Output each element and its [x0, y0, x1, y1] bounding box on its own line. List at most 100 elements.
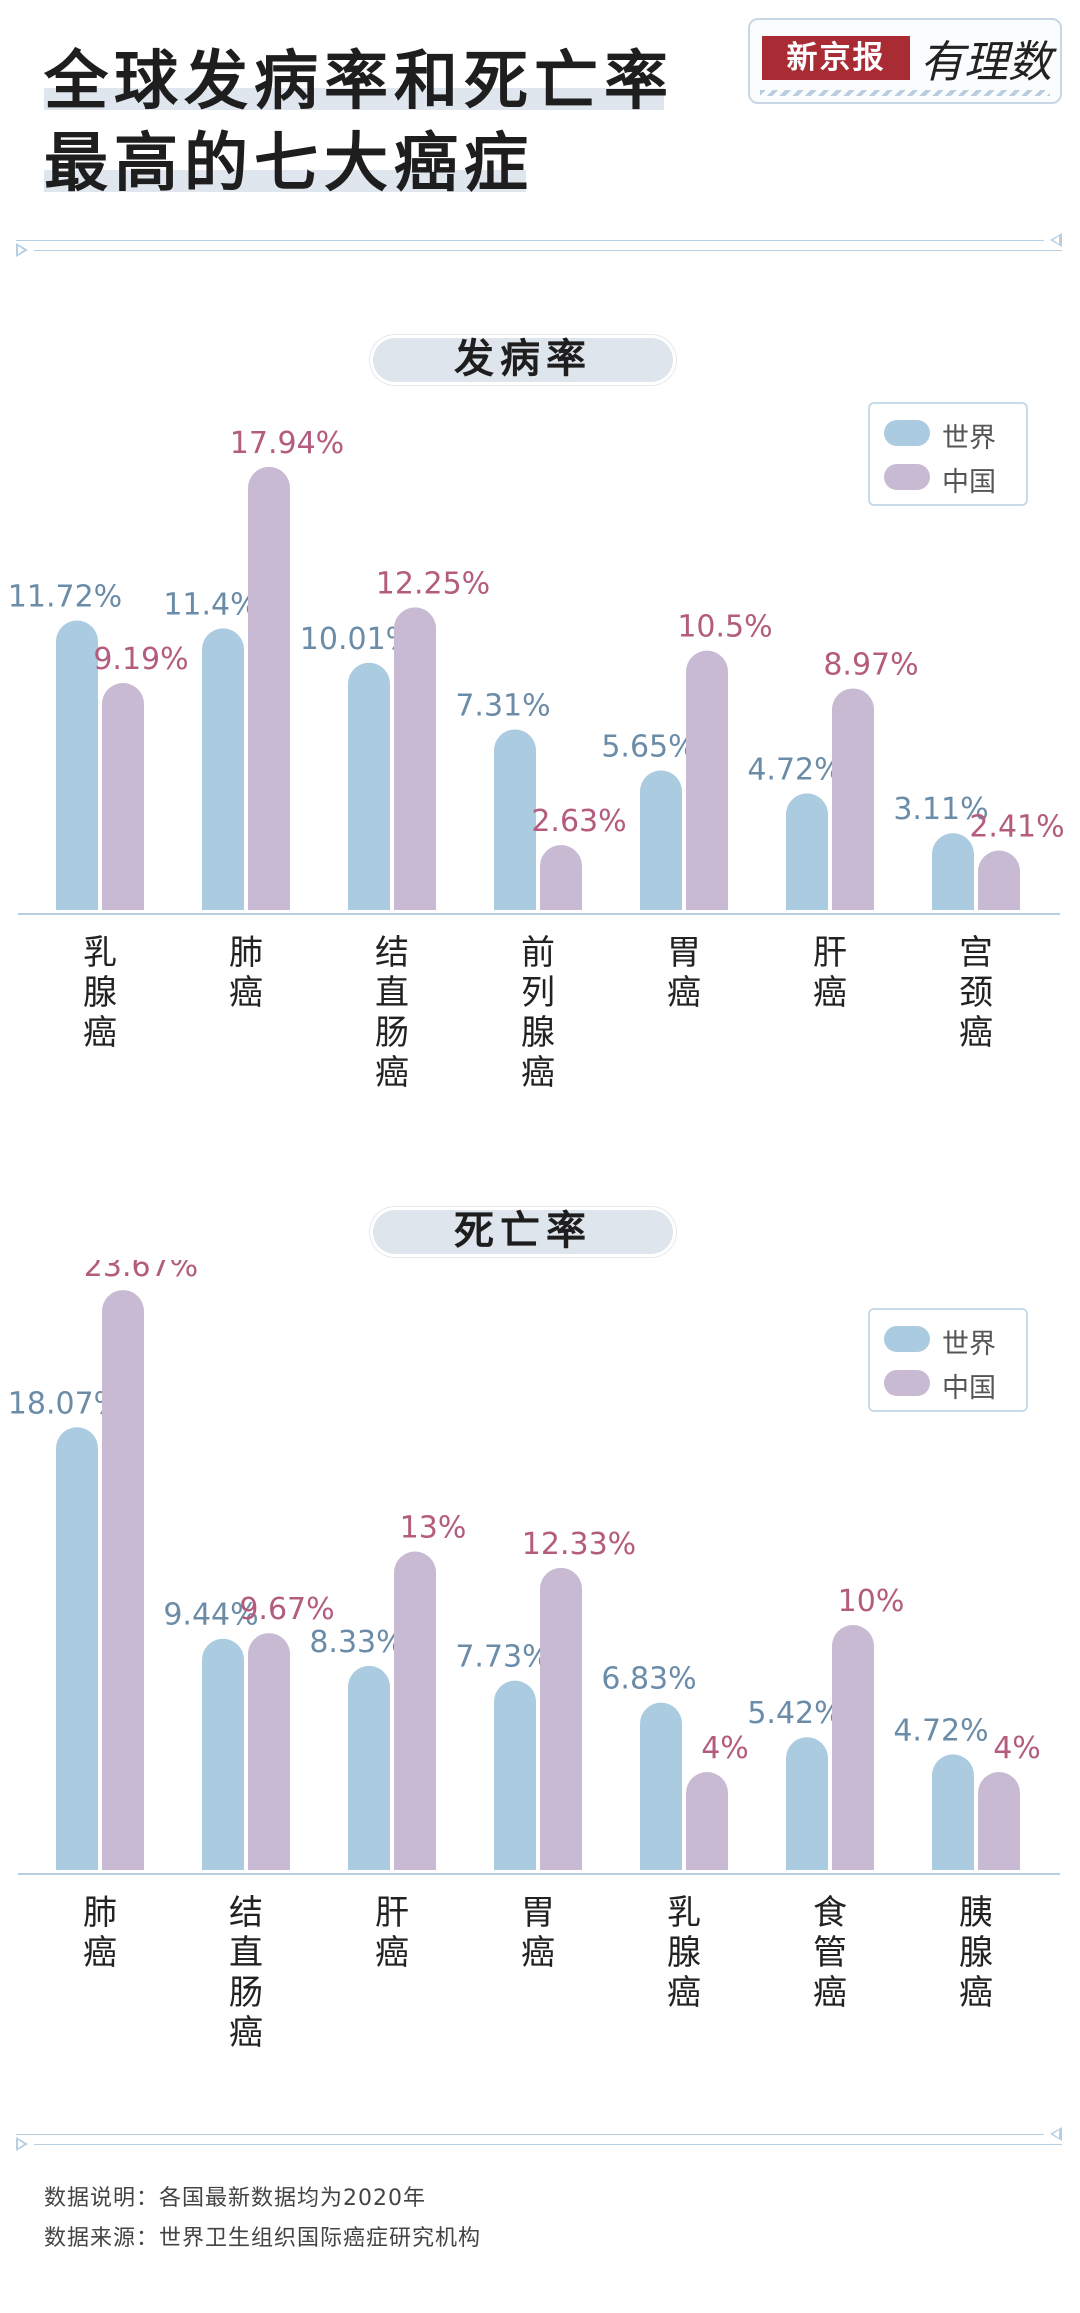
chart-title-incidence-text: 发病率 — [454, 336, 592, 382]
divider-top — [16, 233, 1062, 257]
bar-china-0 — [102, 683, 144, 910]
category-label-1: 结 — [229, 1893, 263, 1933]
category-label-0: 癌 — [83, 1013, 117, 1053]
label-china-5: 8.97% — [823, 647, 918, 682]
bar-china-0 — [102, 1290, 144, 1870]
divider-bottom — [16, 2127, 1062, 2151]
bar-china-3 — [540, 1567, 582, 1870]
label-china-5: 10% — [838, 1584, 905, 1619]
category-label-3: 列 — [521, 973, 555, 1013]
logo-brand: 新京报 — [762, 36, 910, 80]
category-label-0: 癌 — [83, 1933, 117, 1973]
category-label-1: 直 — [229, 1933, 263, 1973]
category-label-6: 宫 — [959, 933, 993, 973]
bar-china-2 — [394, 607, 436, 910]
label-china-0: 23.67% — [84, 1260, 198, 1284]
category-label-4: 胃 — [667, 933, 701, 973]
brand-logo: 新京报 有理数 — [748, 18, 1062, 104]
category-label-4: 癌 — [667, 1973, 701, 2013]
label-china-0: 9.19% — [93, 642, 188, 677]
logo-script: 有理数 — [920, 37, 1052, 88]
category-label-6: 颈 — [959, 973, 993, 1013]
legend-swatch-world — [884, 420, 930, 446]
chart-title-mortality-text: 死亡率 — [454, 1208, 592, 1254]
category-label-1: 肠 — [229, 1973, 263, 2013]
bar-world-1 — [202, 628, 244, 910]
title-highlight-1 — [44, 88, 664, 110]
bar-china-1 — [248, 1633, 290, 1870]
category-label-5: 食 — [813, 1893, 847, 1933]
logo-stripe — [760, 90, 1050, 96]
category-label-5: 癌 — [813, 973, 847, 1013]
footer-source: 数据来源：世界卫生组织国际癌症研究机构 — [44, 2226, 482, 2251]
label-china-6: 4% — [993, 1731, 1041, 1766]
category-label-0: 肺 — [83, 1893, 117, 1933]
label-china-2: 12.25% — [376, 566, 490, 601]
label-world-1: 9.44% — [163, 1598, 258, 1633]
label-world-2: 8.33% — [309, 1625, 404, 1660]
label-china-4: 10.5% — [677, 610, 772, 645]
label-world-6: 3.11% — [893, 792, 988, 827]
bar-china-5 — [832, 688, 874, 910]
bar-world-4 — [640, 1702, 682, 1870]
label-world-6: 4.72% — [893, 1713, 988, 1748]
bar-china-4 — [686, 1772, 728, 1870]
bar-world-2 — [348, 1665, 390, 1870]
category-label-5: 肝 — [813, 933, 847, 973]
category-label-6: 腺 — [959, 1933, 993, 1973]
bar-china-3 — [540, 845, 582, 910]
bar-china-6 — [978, 850, 1020, 910]
page-title-line2: 最高的七大癌症 — [44, 127, 534, 201]
category-label-6: 癌 — [959, 1973, 993, 2013]
label-world-5: 4.72% — [747, 752, 842, 787]
category-label-5: 癌 — [813, 1973, 847, 2013]
chart-title-mortality: 死亡率 — [373, 1208, 673, 1254]
label-china-2: 13% — [400, 1511, 467, 1546]
category-label-6: 癌 — [959, 1013, 993, 1053]
label-china-4: 4% — [701, 1731, 749, 1766]
legend-label-china: 中国 — [942, 1373, 996, 1404]
label-china-3: 2.63% — [531, 804, 626, 839]
page-title-line1: 全球发病率和死亡率 — [44, 45, 674, 119]
category-label-3: 腺 — [521, 1013, 555, 1053]
category-label-2: 肝 — [375, 1893, 409, 1933]
bar-world-0 — [56, 620, 98, 910]
bar-china-1 — [248, 466, 290, 910]
category-label-1: 癌 — [229, 2013, 263, 2053]
category-label-3: 癌 — [521, 1933, 555, 1973]
bar-world-1 — [202, 1638, 244, 1870]
label-world-0: 11.72% — [8, 580, 122, 615]
bar-world-0 — [56, 1427, 98, 1870]
bar-china-5 — [832, 1625, 874, 1870]
title-highlight-2 — [44, 170, 526, 192]
bar-world-3 — [494, 729, 536, 910]
footer-note: 数据说明：各国最新数据均为2020年 — [44, 2186, 426, 2211]
label-world-4: 6.83% — [601, 1662, 696, 1697]
category-label-4: 乳 — [667, 1893, 701, 1933]
chart-title-incidence: 发病率 — [373, 336, 673, 382]
bar-world-6 — [932, 833, 974, 910]
category-label-2: 结 — [375, 933, 409, 973]
legend-incidence: 世界 中国 — [868, 402, 1028, 506]
bar-world-2 — [348, 662, 390, 910]
bar-world-4 — [640, 770, 682, 910]
label-world-4: 5.65% — [601, 729, 696, 764]
bar-world-5 — [786, 793, 828, 910]
legend-mortality: 世界 中国 — [868, 1308, 1028, 1412]
category-label-2: 癌 — [375, 1053, 409, 1093]
category-label-4: 癌 — [667, 973, 701, 1013]
legend-swatch-china — [884, 464, 930, 490]
label-world-5: 5.42% — [747, 1696, 842, 1731]
bar-china-2 — [394, 1551, 436, 1870]
mortality-chart: 18.07%23.67%肺癌9.44%9.67%结直肠癌8.33%13%肝癌7.… — [8, 1260, 1060, 2053]
incidence-chart: 11.72%9.19%乳腺癌11.4%17.94%肺癌10.01%12.25%结… — [8, 426, 1065, 1093]
category-label-1: 肺 — [229, 933, 263, 973]
label-china-3: 12.33% — [522, 1527, 636, 1562]
category-label-3: 癌 — [521, 1053, 555, 1093]
legend-swatch-world — [884, 1326, 930, 1352]
category-label-2: 癌 — [375, 1933, 409, 1973]
bar-world-6 — [932, 1754, 974, 1870]
category-label-0: 腺 — [83, 973, 117, 1013]
legend-label-world: 世界 — [942, 1329, 996, 1360]
category-label-5: 管 — [813, 1933, 847, 1973]
